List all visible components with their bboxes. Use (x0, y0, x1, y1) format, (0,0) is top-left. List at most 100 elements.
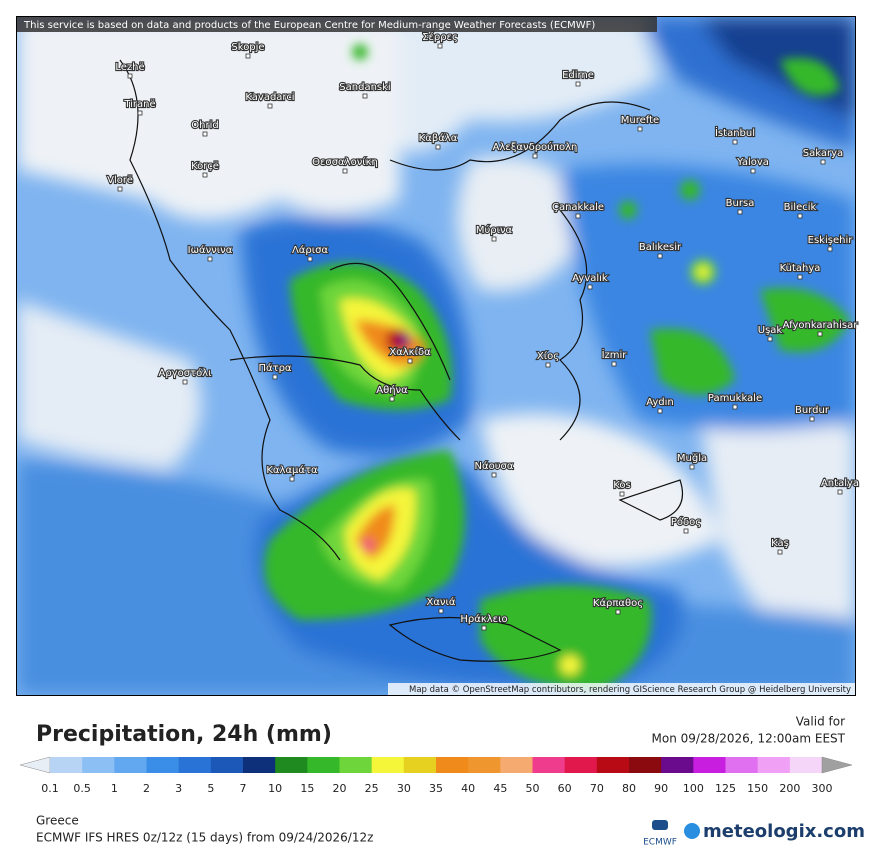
city-marker (182, 379, 188, 385)
city-marker (307, 256, 313, 262)
colorbar-swatch (661, 757, 694, 773)
colorbar-swatch (629, 757, 662, 773)
colorbar-swatch (532, 757, 566, 773)
city-label: Ohrid (191, 120, 218, 131)
colorbar-tick-label: 90 (654, 782, 668, 795)
city-marker (587, 284, 593, 290)
city-marker (389, 396, 395, 402)
colorbar-tick-label: 0.1 (41, 782, 59, 795)
colorbar-tick-label: 200 (779, 782, 800, 795)
city-label: Νάουσα (475, 460, 514, 472)
city-label: Korçë (191, 161, 219, 172)
city-marker (809, 416, 815, 422)
colorbar-tick-label: 80 (622, 782, 636, 795)
legend-title: Precipitation, 24h (mm) (36, 722, 332, 747)
city-marker (207, 256, 213, 262)
attribution-top: This service is based on data and produc… (23, 20, 595, 31)
city-label: Vlorë (107, 175, 133, 186)
city-label: İstanbul (715, 126, 755, 139)
city-label: Skopje (231, 42, 264, 53)
city-label: Lezhë (115, 62, 144, 73)
city-marker (657, 253, 663, 259)
city-marker (615, 609, 621, 615)
city-label: Ayvalık (572, 273, 608, 284)
city-marker (437, 43, 443, 49)
colorbar-tick-label: 70 (590, 782, 604, 795)
city-label: Αλεξανδρούπολη (493, 141, 578, 153)
city-marker (575, 213, 581, 219)
colorbar-swatch (693, 757, 726, 773)
city-label: Sandanski (339, 82, 390, 93)
city-label: Σέρρες (422, 31, 458, 43)
colorbar-swatch (178, 757, 212, 773)
city-marker (797, 213, 803, 219)
colorbar-swatch (275, 757, 308, 773)
colorbar-tick-label: 7 (240, 782, 247, 795)
city-label: Αργοστόλι (158, 367, 212, 379)
city-marker (732, 139, 738, 145)
colorbar-tick-label: 40 (461, 782, 475, 795)
city-marker (289, 476, 295, 482)
city-marker (202, 131, 208, 137)
meteologix-logo: meteologix.com (703, 821, 865, 842)
city-label: Μύρινα (476, 224, 513, 236)
colorbar-tick-label: 300 (812, 782, 833, 795)
city-label: Θεσσαλονίκη (312, 156, 378, 168)
city-label: Tiranë (123, 99, 155, 110)
footer-region: Greece (36, 814, 79, 828)
colorbar-tick-label: 2 (143, 782, 150, 795)
city-marker (407, 358, 413, 364)
city-label: Yalova (736, 157, 769, 168)
ecmwf-logo-icon (652, 820, 668, 830)
colorbar-tick-label: 20 (333, 782, 347, 795)
city-marker (127, 73, 133, 79)
colorbar-tick-label: 30 (397, 782, 411, 795)
colorbar-tick-label: 5 (207, 782, 214, 795)
city-marker (362, 93, 368, 99)
colorbar-swatch (210, 757, 244, 773)
city-label: Kavadarci (245, 92, 294, 103)
precip-field (17, 17, 855, 695)
colorbar-swatch (789, 757, 823, 773)
city-label: Αθήνα (376, 384, 408, 396)
colorbar: 0.1 0.5 1 2 3 5 7 10 15 20 25 30 35 40 45 50 60 70 80 90 100… (19, 756, 853, 795)
colorbar-swatch (82, 757, 115, 773)
city-marker (481, 625, 487, 631)
city-label: Pamukkale (708, 393, 762, 404)
colorbar-tick-label: 125 (715, 782, 736, 795)
colorbar-swatch (500, 757, 533, 773)
city-label: Χαλκίδα (389, 346, 431, 358)
city-label: Murefte (621, 115, 659, 126)
city-label: Καβάλα (419, 132, 458, 144)
colorbar-tick-label: 100 (683, 782, 704, 795)
city-marker (820, 159, 826, 165)
colorbar-tick-label: 60 (558, 782, 572, 795)
city-marker (611, 361, 617, 367)
city-marker (245, 53, 251, 59)
city-label: Χανιά (426, 596, 455, 608)
city-marker (435, 144, 441, 150)
city-label: Bursa (726, 198, 755, 209)
city-marker (777, 549, 783, 555)
city-marker (619, 491, 625, 497)
city-label: Ρόδος (671, 516, 701, 528)
colorbar-swatch (403, 757, 437, 773)
city-marker (267, 103, 273, 109)
city-label: İzmir (602, 348, 628, 361)
city-label: Πάτρα (258, 362, 291, 374)
colorbar-end (821, 756, 853, 774)
colorbar-tick-label: 45 (493, 782, 507, 795)
city-label: Balıkesir (639, 242, 682, 253)
colorbar-swatch (146, 757, 180, 773)
meteologix-icon (684, 823, 700, 839)
colorbar-tick-label: 150 (747, 782, 768, 795)
city-label: Ιωάννινα (188, 244, 233, 256)
city-marker (737, 209, 743, 215)
footer-model: ECMWF IFS HRES 0z/12z (15 days) from 09/… (36, 831, 373, 845)
colorbar-tick-label: 1 (111, 782, 118, 795)
city-label: Antalya (821, 478, 859, 489)
city-marker (732, 404, 738, 410)
city-marker (575, 81, 581, 87)
